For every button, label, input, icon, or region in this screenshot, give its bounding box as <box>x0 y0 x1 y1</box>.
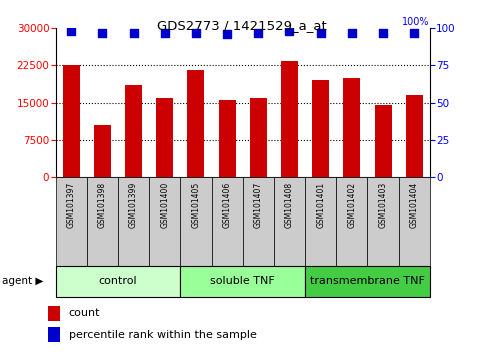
Point <box>317 30 325 36</box>
Text: GSM101408: GSM101408 <box>285 181 294 228</box>
Bar <box>274 177 305 266</box>
Bar <box>56 266 180 297</box>
Point <box>285 28 293 34</box>
Bar <box>63 65 80 177</box>
Bar <box>281 61 298 177</box>
Point <box>99 30 106 36</box>
Bar <box>212 177 242 266</box>
Bar <box>48 306 60 320</box>
Text: GSM101402: GSM101402 <box>347 181 356 228</box>
Bar <box>187 70 204 177</box>
Bar <box>56 177 87 266</box>
Bar <box>406 95 423 177</box>
Bar <box>374 105 392 177</box>
Point <box>379 30 387 36</box>
Text: soluble TNF: soluble TNF <box>210 276 275 286</box>
Text: GSM101406: GSM101406 <box>223 181 232 228</box>
Bar <box>218 100 236 177</box>
Bar <box>87 177 118 266</box>
Bar <box>312 80 329 177</box>
Text: GSM101399: GSM101399 <box>129 181 138 228</box>
Point <box>223 32 231 37</box>
Text: GSM101405: GSM101405 <box>191 181 200 228</box>
Bar <box>305 177 336 266</box>
Bar <box>343 78 360 177</box>
Text: GSM101397: GSM101397 <box>67 181 76 228</box>
Point <box>192 30 200 36</box>
Text: GDS2773 / 1421529_a_at: GDS2773 / 1421529_a_at <box>156 19 327 33</box>
Point <box>161 30 169 36</box>
Point <box>67 28 75 34</box>
Text: GSM101407: GSM101407 <box>254 181 263 228</box>
Point <box>348 30 356 36</box>
Text: GSM101398: GSM101398 <box>98 181 107 228</box>
Bar <box>242 177 274 266</box>
Bar <box>368 177 398 266</box>
Bar <box>149 177 180 266</box>
Text: 100%: 100% <box>402 17 430 27</box>
Bar <box>180 266 305 297</box>
Bar <box>156 98 173 177</box>
Text: count: count <box>69 308 100 318</box>
Bar <box>180 177 212 266</box>
Bar <box>398 177 430 266</box>
Text: transmembrane TNF: transmembrane TNF <box>310 276 425 286</box>
Text: control: control <box>99 276 137 286</box>
Bar <box>118 177 149 266</box>
Bar <box>305 266 430 297</box>
Point <box>129 30 137 36</box>
Bar <box>125 85 142 177</box>
Point <box>411 30 418 36</box>
Bar <box>94 125 111 177</box>
Bar <box>250 98 267 177</box>
Text: GSM101401: GSM101401 <box>316 181 325 228</box>
Point <box>255 30 262 36</box>
Bar <box>48 327 60 342</box>
Text: agent ▶: agent ▶ <box>2 276 44 286</box>
Bar <box>336 177 368 266</box>
Text: GSM101403: GSM101403 <box>379 181 387 228</box>
Text: percentile rank within the sample: percentile rank within the sample <box>69 330 256 339</box>
Text: GSM101404: GSM101404 <box>410 181 419 228</box>
Text: GSM101400: GSM101400 <box>160 181 169 228</box>
